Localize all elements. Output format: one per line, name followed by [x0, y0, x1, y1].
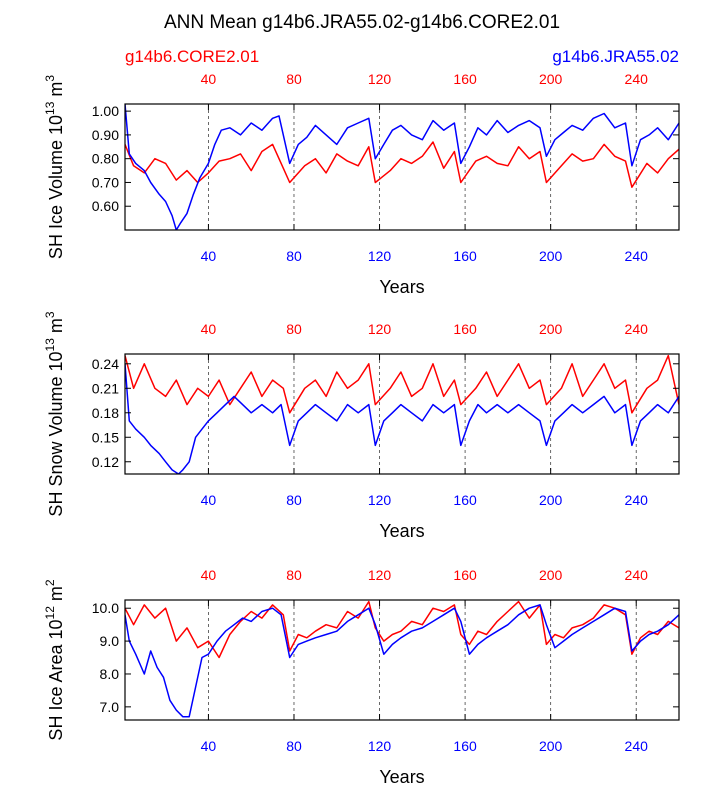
- x-tick-label-bottom: 200: [539, 492, 563, 508]
- y-axis-label-exp: 12: [43, 606, 57, 620]
- panel-ice-volume: 0.60 0.70 0.80 0.90 1.00 40 40 80 80 120 120 160 160…: [43, 71, 680, 297]
- y-axis-label-main: SH Snow Volume 10: [46, 351, 66, 516]
- y-tick-label: 8.0: [100, 666, 120, 682]
- y-axis-label: SH Snow Volume 1013 m3: [43, 311, 66, 516]
- series-jra-line: [125, 363, 679, 474]
- x-tick-label-top: 40: [201, 321, 217, 337]
- y-tick-label: 7.0: [100, 699, 120, 715]
- x-axis-label: Years: [379, 767, 424, 785]
- y-axis-label-unit: m: [46, 82, 66, 102]
- x-tick-label-bottom: 160: [453, 738, 477, 754]
- x-axis-label: Years: [379, 521, 424, 541]
- y-axis-label-unit: m: [46, 586, 66, 606]
- x-tick-label-top: 80: [286, 567, 302, 583]
- y-tick-label: 9.0: [100, 633, 120, 649]
- y-tick-label: 0.90: [92, 127, 119, 143]
- series-core-line: [125, 354, 679, 414]
- y-axis-label-unit: m: [46, 318, 66, 338]
- x-tick-label-bottom: 80: [286, 492, 302, 508]
- plot-frame: [124, 353, 680, 475]
- x-axis-label: Years: [379, 277, 424, 297]
- x-tick-label-bottom: 40: [201, 738, 217, 754]
- x-tick-label-bottom: 200: [539, 738, 563, 754]
- x-tick-label-top: 160: [453, 321, 477, 337]
- series-core-line: [125, 600, 679, 659]
- panel-snow-volume: 0.12 0.15 0.18 0.21 0.24 40 40 80 80 120 120 160 160…: [43, 311, 680, 541]
- x-tick-label-top: 80: [286, 321, 302, 337]
- y-axis-label: SH Ice Volume 1013 m3: [43, 75, 66, 259]
- y-axis-label-main: SH Ice Area 10: [46, 619, 66, 740]
- x-tick-label-top: 120: [368, 321, 392, 337]
- x-tick-label-bottom: 120: [368, 738, 392, 754]
- x-tick-label-top: 120: [368, 71, 392, 87]
- x-tick-label-top: 40: [201, 71, 217, 87]
- y-tick-label: 0.21: [92, 380, 119, 396]
- panel-ice-area: 7.0 8.0 9.0 10.0 40 40 80 80 120 120 160 160 200 200 2…: [43, 567, 680, 785]
- y-tick-label: 0.12: [92, 454, 119, 470]
- x-tick-label-bottom: 160: [453, 248, 477, 264]
- x-tick-label-bottom: 120: [368, 248, 392, 264]
- x-tick-label-top: 200: [539, 71, 563, 87]
- y-axis-label-exp: 13: [43, 101, 57, 115]
- legend-core: g14b6.CORE2.01: [125, 47, 259, 66]
- x-tick-label-top: 240: [625, 567, 649, 583]
- y-tick-label: 10.0: [92, 600, 119, 616]
- y-tick-label: 0.80: [92, 151, 119, 167]
- chart-title: ANN Mean g14b6.JRA55.02-g14b6.CORE2.01: [164, 12, 560, 33]
- plot-frame: [124, 599, 680, 721]
- x-tick-label-bottom: 240: [625, 492, 649, 508]
- x-tick-label-bottom: 40: [201, 248, 217, 264]
- legend-jra: g14b6.JRA55.02: [552, 47, 679, 66]
- x-tick-label-top: 160: [453, 567, 477, 583]
- x-tick-label-bottom: 240: [625, 248, 649, 264]
- x-tick-label-bottom: 80: [286, 248, 302, 264]
- series-jra-line: [125, 104, 679, 230]
- x-tick-label-bottom: 120: [368, 492, 392, 508]
- x-tick-label-bottom: 200: [539, 248, 563, 264]
- y-tick-label: 0.60: [92, 198, 119, 214]
- y-tick-label: 1.00: [92, 103, 119, 119]
- y-tick-label: 0.24: [92, 356, 119, 372]
- x-tick-label-top: 80: [286, 71, 302, 87]
- y-axis-label-unit-exp: 3: [43, 311, 57, 318]
- x-tick-label-top: 40: [201, 567, 217, 583]
- y-tick-label: 0.18: [92, 405, 119, 421]
- plot-frame: [124, 103, 680, 231]
- y-axis-label: SH Ice Area 1012 m2: [43, 579, 66, 740]
- x-tick-label-top: 240: [625, 321, 649, 337]
- y-axis-label-unit-exp: 3: [43, 75, 57, 82]
- x-tick-label-bottom: 160: [453, 492, 477, 508]
- y-tick-label: 0.70: [92, 174, 119, 190]
- x-tick-label-top: 120: [368, 567, 392, 583]
- x-tick-label-top: 240: [625, 71, 649, 87]
- series-jra-line: [125, 604, 679, 718]
- x-tick-label-top: 200: [539, 321, 563, 337]
- y-axis-label-main: SH Ice Volume 10: [46, 115, 66, 259]
- x-tick-label-bottom: 40: [201, 492, 217, 508]
- x-tick-label-top: 200: [539, 567, 563, 583]
- y-axis-label-unit-exp: 2: [43, 579, 57, 586]
- x-tick-label-top: 160: [453, 71, 477, 87]
- x-tick-label-bottom: 80: [286, 738, 302, 754]
- series-core-line: [125, 141, 679, 188]
- x-tick-label-bottom: 240: [625, 738, 649, 754]
- y-axis-label-exp: 13: [43, 338, 57, 352]
- y-tick-label: 0.15: [92, 429, 119, 445]
- panels: 0.60 0.70 0.80 0.90 1.00 40 40 80 80 120 120 160 160…: [43, 71, 680, 785]
